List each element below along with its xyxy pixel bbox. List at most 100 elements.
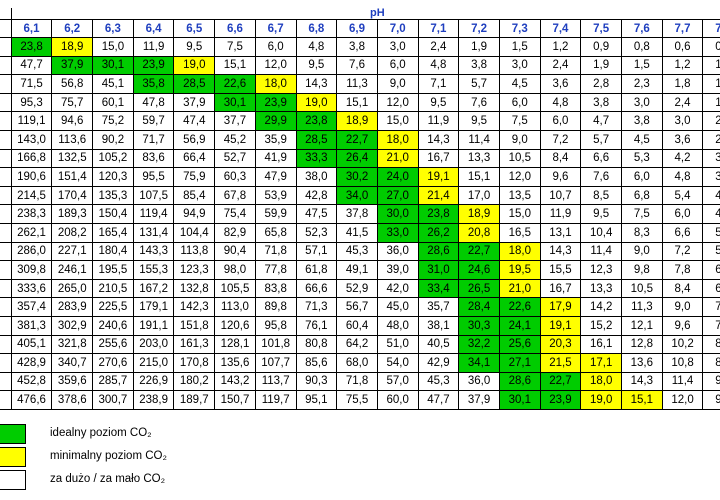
table-cell: 25,6 [498,334,541,355]
table-cell: 75,5 [336,390,378,410]
table-cell: 166,8 [10,148,53,169]
table-cell: 75,7 [51,92,94,113]
table-cell: 8,5 [580,185,622,206]
table-row: 0,0214,5170,4135,3107,585,467,853,942,83… [0,185,720,206]
table-cell: 0,0 [0,185,12,206]
table-cell: 57,1 [295,241,338,262]
table-cell: 3,8 [702,167,720,187]
table-cell: 113,0 [214,297,256,317]
table-cell: 309,8 [10,260,53,280]
table-cell: 11,3 [621,297,663,317]
table-cell: 180,2 [173,371,216,392]
column-header: 7,0 [376,19,419,38]
table-cell: 15,0 [376,111,419,131]
table-cell: 3,8 [580,92,622,113]
table-cell: 104,4 [173,222,216,243]
table-cell: 94,9 [173,204,216,224]
table-cell: 113,6 [51,129,94,150]
table-cell: 33,0 [376,222,419,243]
table-cell: 19,0 [173,55,216,76]
table-cell: 90,4 [214,241,256,262]
table-cell: 51,0 [376,334,419,355]
table-cell: 65,8 [254,222,297,243]
table-cell: 75,4 [214,204,256,224]
table-cell: 19,0 [295,92,338,113]
table-cell: 37,9 [458,390,500,410]
table-cell: 246,1 [51,260,94,280]
table-cell: 0,0 [0,111,12,131]
table-cell: 9,0 [376,74,419,94]
table-cell: 22,6 [214,74,256,94]
table-row: ,095,375,760,147,837,930,123,919,015,112… [0,92,720,113]
table-cell: 340,7 [51,353,94,373]
table-cell: 476,6 [10,390,53,410]
table-cell: 7,5 [498,111,541,131]
table-cell: 47,4 [173,111,216,131]
table-cell: 151,4 [51,167,94,187]
table-cell: 9,0 [661,297,704,317]
table-cell: 9,0 [702,371,720,392]
table-row: 0,0166,8132,5105,283,666,452,741,933,326… [0,148,720,169]
table-cell: 21,0 [498,278,541,299]
table-cell: 150,4 [92,204,134,224]
table-cell: 12,8 [621,334,663,355]
table-cell: 7,2 [539,129,582,150]
table-cell: 41,9 [254,148,297,169]
table-cell: 71,8 [254,241,297,262]
table-cell: 23,8 [295,111,338,131]
table-cell: 83,8 [254,278,297,299]
table-cell: ,0 [0,55,12,76]
table-cell: 6,0 [621,167,663,187]
table-cell: 22,6 [498,297,541,317]
table-cell: 8,4 [661,278,704,299]
table-cell: 30,1 [92,55,134,76]
table-cell: 39,0 [376,260,419,280]
table-cell: 13,6 [621,353,663,373]
table-cell: 105,2 [92,148,134,169]
table-cell: 2,8 [580,74,622,94]
table-cell: 142,3 [173,297,216,317]
table-row: 0,0476,6378,6300,7238,9189,7150,7119,795… [0,390,720,410]
table-row: ,047,737,930,123,919,015,112,09,57,66,04… [0,55,720,76]
table-cell: 225,5 [92,297,134,317]
table-cell: 15,1 [621,390,663,410]
table-cell: 18,0 [498,241,541,262]
table-cell: 107,7 [254,353,297,373]
table-cell: 47,9 [254,167,297,187]
table-cell: 191,1 [132,315,175,336]
table-cell: 41,5 [336,222,378,243]
table-cell: 13,3 [580,278,622,299]
table-cell: 28,6 [417,241,460,262]
table-cell: 82,9 [214,222,256,243]
table-cell: 0,0 [0,278,12,299]
table-cell: 214,5 [10,185,53,206]
table-cell: 66,6 [295,278,338,299]
table-cell: 12,0 [661,390,704,410]
table-cell: 2,4 [702,111,720,131]
table-cell: 0 [0,37,12,57]
table-cell: 9,5 [458,111,500,131]
legend-swatch [0,470,26,490]
table-cell: 24,6 [458,260,500,280]
table-cell: 45,3 [336,241,378,262]
table-cell: 381,3 [10,315,53,336]
column-header: 7,4 [539,19,582,38]
table-cell: 3,6 [539,74,582,94]
column-header: 6,5 [173,19,216,38]
table-cell: 11,9 [539,204,582,224]
table-cell: 359,6 [51,371,94,392]
table-cell: 19,1 [539,315,582,336]
table-cell: 34,1 [458,353,500,373]
column-header: 7,6 [621,19,663,38]
table-cell: 302,9 [51,315,94,336]
table-cell: 128,1 [214,334,256,355]
table-cell: 0,0 [0,241,12,262]
table-cell: 6,7 [702,278,720,299]
table-cell: 11,9 [417,111,460,131]
table-cell: 36,0 [458,371,500,392]
table-cell: 189,3 [51,204,94,224]
table-cell: 3,3 [702,148,720,169]
table-cell: 119,1 [10,111,53,131]
table-cell: 135,6 [214,353,256,373]
table-cell: 3,8 [458,55,500,76]
